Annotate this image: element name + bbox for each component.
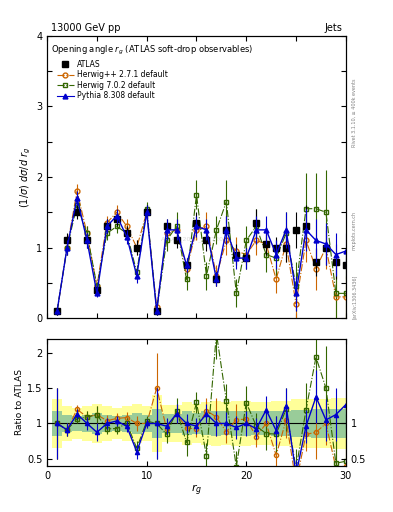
Y-axis label: $(1/\sigma)\ d\sigma/d\ r_g$: $(1/\sigma)\ d\sigma/d\ r_g$ (19, 146, 33, 208)
Text: [arXiv:1306.3436]: [arXiv:1306.3436] (352, 275, 357, 319)
Legend: ATLAS, Herwig++ 2.7.1 default, Herwig 7.0.2 default, Pythia 8.308 default: ATLAS, Herwig++ 2.7.1 default, Herwig 7.… (54, 57, 171, 103)
Text: Rivet 3.1.10, ≥ 400k events: Rivet 3.1.10, ≥ 400k events (352, 78, 357, 147)
Text: ATLAS_2019_I1772032: ATLAS_2019_I1772032 (161, 236, 232, 242)
X-axis label: $r_g$: $r_g$ (191, 482, 202, 498)
Text: mcplots.cern.ch: mcplots.cern.ch (352, 211, 357, 250)
Text: Jets: Jets (324, 23, 342, 33)
Text: Opening angle $r_g$ (ATLAS soft-drop observables): Opening angle $r_g$ (ATLAS soft-drop obs… (51, 45, 253, 57)
Text: 13000 GeV pp: 13000 GeV pp (51, 23, 121, 33)
Y-axis label: Ratio to ATLAS: Ratio to ATLAS (15, 369, 24, 435)
